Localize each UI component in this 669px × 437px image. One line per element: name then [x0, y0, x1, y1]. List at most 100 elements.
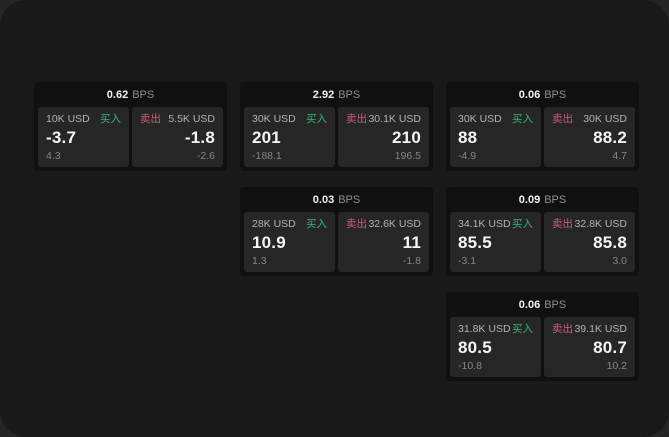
sell-cell[interactable]: 卖出 30K USD 88.2 4.7 [544, 107, 635, 167]
buy-price: 88 [458, 128, 478, 147]
buy-price: 80.5 [458, 338, 492, 357]
buy-label-row: 10K USD 买入 [46, 113, 121, 125]
buy-sell-cells: 30K USD 买入 88 -4.9 卖出 30K USD 88.2 4.7 [450, 107, 635, 167]
bps-value: 0.03 [312, 193, 335, 206]
buy-price: 85.5 [458, 233, 492, 252]
sell-label-row: 卖出 32.8K USD [552, 218, 627, 230]
sell-cell[interactable]: 卖出 30.1K USD 210 196.5 [338, 107, 429, 167]
buy-cell[interactable]: 10K USD 买入 -3.7 4.3 [38, 107, 129, 167]
sell-delta: 196.5 [394, 150, 421, 162]
sell-side-label: 卖出 [552, 218, 573, 230]
sell-label-row: 卖出 32.6K USD [346, 218, 421, 230]
quote-card: 0.03 BPS 28K USD 买入 10.9 1.3 卖出 32.6K US… [240, 187, 433, 276]
buy-delta: -10.8 [458, 360, 482, 372]
sell-amount: 39.1K USD [574, 323, 627, 335]
buy-label-row: 31.8K USD 买入 [458, 323, 533, 335]
sell-label-row: 卖出 30.1K USD [346, 113, 421, 125]
sell-side-label: 卖出 [140, 113, 161, 125]
buy-label-row: 34.1K USD 买入 [458, 218, 533, 230]
sell-delta: -2.6 [196, 150, 215, 162]
bps-value: 2.92 [312, 88, 335, 101]
sell-price: 11 [402, 233, 421, 252]
card-header: 0.03 BPS [244, 187, 429, 212]
bps-unit-label: BPS [544, 193, 567, 206]
sell-delta: 10.2 [606, 360, 627, 372]
quote-card: 0.62 BPS 10K USD 买入 -3.7 4.3 卖出 5.5K USD… [34, 82, 227, 171]
sell-side-label: 卖出 [346, 113, 367, 125]
buy-sell-cells: 28K USD 买入 10.9 1.3 卖出 32.6K USD 11 -1.8 [244, 212, 429, 272]
buy-side-label: 买入 [512, 113, 533, 125]
card-header: 0.06 BPS [450, 292, 635, 317]
buy-side-label: 买入 [512, 218, 533, 230]
bps-unit-label: BPS [338, 88, 361, 101]
sell-cell[interactable]: 卖出 32.6K USD 11 -1.8 [338, 212, 429, 272]
buy-price: 10.9 [252, 233, 286, 252]
buy-sell-cells: 30K USD 买入 201 -188.1 卖出 30.1K USD 210 1… [244, 107, 429, 167]
sell-amount: 30.1K USD [368, 113, 421, 125]
bps-value: 0.06 [518, 88, 541, 101]
bps-unit-label: BPS [132, 88, 155, 101]
bps-unit-label: BPS [544, 88, 567, 101]
sell-price: 80.7 [593, 338, 627, 357]
sell-label-row: 卖出 30K USD [552, 113, 627, 125]
sell-price: 85.8 [593, 233, 627, 252]
sell-label-row: 卖出 5.5K USD [140, 113, 215, 125]
quote-card: 2.92 BPS 30K USD 买入 201 -188.1 卖出 30.1K … [240, 82, 433, 171]
buy-cell[interactable]: 34.1K USD 买入 85.5 -3.1 [450, 212, 541, 272]
sell-side-label: 卖出 [552, 113, 573, 125]
sell-amount: 30K USD [583, 113, 627, 125]
buy-sell-cells: 34.1K USD 买入 85.5 -3.1 卖出 32.8K USD 85.8… [450, 212, 635, 272]
buy-side-label: 买入 [512, 323, 533, 335]
buy-amount: 31.8K USD [458, 323, 511, 335]
sell-delta: 3.0 [612, 255, 627, 267]
buy-price: -3.7 [46, 128, 77, 147]
buy-delta: 1.3 [252, 255, 267, 267]
buy-side-label: 买入 [100, 113, 121, 125]
buy-cell[interactable]: 30K USD 买入 88 -4.9 [450, 107, 541, 167]
buy-amount: 30K USD [458, 113, 502, 125]
bps-value: 0.06 [518, 298, 541, 311]
quote-cards-grid: 0.62 BPS 10K USD 买入 -3.7 4.3 卖出 5.5K USD… [34, 82, 639, 381]
buy-amount: 30K USD [252, 113, 296, 125]
buy-label-row: 30K USD 买入 [458, 113, 533, 125]
buy-label-row: 28K USD 买入 [252, 218, 327, 230]
sell-delta: 4.7 [612, 150, 627, 162]
quote-card: 0.09 BPS 34.1K USD 买入 85.5 -3.1 卖出 32.8K… [446, 187, 639, 276]
buy-amount: 10K USD [46, 113, 90, 125]
buy-side-label: 买入 [306, 218, 327, 230]
sell-price: 210 [392, 128, 421, 147]
buy-side-label: 买入 [306, 113, 327, 125]
sell-cell[interactable]: 卖出 32.8K USD 85.8 3.0 [544, 212, 635, 272]
card-header: 0.62 BPS [38, 82, 223, 107]
buy-label-row: 30K USD 买入 [252, 113, 327, 125]
quote-card: 0.06 BPS 31.8K USD 买入 80.5 -10.8 卖出 39.1… [446, 292, 639, 381]
quote-card: 0.06 BPS 30K USD 买入 88 -4.9 卖出 30K USD 8… [446, 82, 639, 171]
buy-delta: -4.9 [458, 150, 477, 162]
card-header: 0.09 BPS [450, 187, 635, 212]
buy-cell[interactable]: 28K USD 买入 10.9 1.3 [244, 212, 335, 272]
sell-label-row: 卖出 39.1K USD [552, 323, 627, 335]
bps-value: 0.62 [106, 88, 129, 101]
sell-cell[interactable]: 卖出 39.1K USD 80.7 10.2 [544, 317, 635, 377]
buy-sell-cells: 31.8K USD 买入 80.5 -10.8 卖出 39.1K USD 80.… [450, 317, 635, 377]
sell-amount: 32.8K USD [574, 218, 627, 230]
sell-cell[interactable]: 卖出 5.5K USD -1.8 -2.6 [132, 107, 223, 167]
bps-unit-label: BPS [544, 298, 567, 311]
card-header: 0.06 BPS [450, 82, 635, 107]
sell-price: 88.2 [593, 128, 627, 147]
bps-unit-label: BPS [338, 193, 361, 206]
buy-cell[interactable]: 30K USD 买入 201 -188.1 [244, 107, 335, 167]
buy-cell[interactable]: 31.8K USD 买入 80.5 -10.8 [450, 317, 541, 377]
buy-price: 201 [252, 128, 281, 147]
card-header: 2.92 BPS [244, 82, 429, 107]
sell-side-label: 卖出 [552, 323, 573, 335]
sell-amount: 5.5K USD [168, 113, 215, 125]
buy-amount: 34.1K USD [458, 218, 511, 230]
sell-delta: -1.8 [402, 255, 421, 267]
sell-side-label: 卖出 [346, 218, 367, 230]
buy-amount: 28K USD [252, 218, 296, 230]
buy-sell-cells: 10K USD 买入 -3.7 4.3 卖出 5.5K USD -1.8 -2.… [38, 107, 223, 167]
sell-amount: 32.6K USD [368, 218, 421, 230]
bps-value: 0.09 [518, 193, 541, 206]
